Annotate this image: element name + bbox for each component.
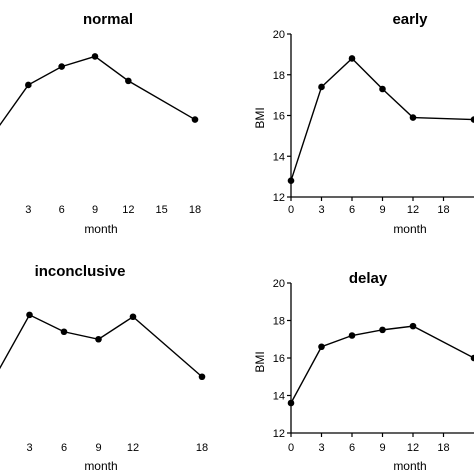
data-point (470, 116, 474, 123)
x-tick-label: 12 (122, 204, 134, 216)
y-tick-label: 14 (273, 391, 285, 403)
x-axis-label: month (84, 459, 117, 473)
x-tick-label: 12 (407, 442, 419, 454)
data-point (91, 53, 99, 60)
y-tick-label: 16 (273, 111, 285, 123)
y-axis-label: BMI (253, 351, 267, 372)
data-point (470, 354, 474, 362)
y-tick-label: 14 (273, 151, 285, 163)
x-tick-label: 3 (25, 204, 31, 216)
x-tick-label: 18 (437, 442, 449, 454)
x-tick-label: 9 (92, 204, 98, 216)
x-tick-label: 12 (407, 204, 419, 216)
x-tick-label: 0 (288, 204, 294, 216)
x-tick-label: 6 (349, 204, 355, 216)
data-point (125, 77, 132, 85)
x-tick-label: 12 (127, 442, 139, 454)
x-tick-label: 18 (437, 204, 449, 216)
data-point (60, 328, 68, 336)
x-tick-label: 3 (318, 442, 324, 454)
x-tick-label: 18 (196, 442, 208, 454)
data-point (348, 55, 356, 62)
x-tick-label: 6 (61, 442, 67, 454)
data-point (129, 313, 137, 321)
data-point (379, 85, 386, 93)
data-point (191, 116, 199, 123)
data-point (318, 343, 325, 351)
chart-panel-normal: normal month 3 6 9 12 15 18 (0, 11, 201, 236)
y-tick-label: 16 (273, 353, 285, 365)
series-line (0, 313, 203, 378)
x-tick-label: 9 (379, 442, 385, 454)
data-point (348, 332, 356, 339)
y-tick-label: 20 (273, 29, 285, 41)
x-tick-label: 15 (156, 204, 168, 216)
chart-panel-early: early month BMI 0 3 6 9 12 18 12 14 16 18 20 (253, 11, 474, 236)
x-tick-label: 6 (349, 442, 355, 454)
x-axis-label: month (393, 459, 426, 473)
y-axis-label: BMI (253, 107, 267, 128)
data-point (25, 81, 32, 89)
data-point (287, 399, 295, 407)
y-tick-label: 12 (273, 192, 285, 204)
data-point (287, 177, 295, 184)
data-point (26, 311, 33, 319)
y-tick-label: 18 (273, 70, 285, 82)
data-point (318, 83, 325, 91)
data-point (409, 114, 417, 121)
chart-title: inconclusive (35, 263, 126, 280)
chart-panel-inconclusive: inconclusive month 3 6 9 12 18 (0, 263, 208, 473)
x-tick-label: 9 (95, 442, 101, 454)
data-point (58, 63, 65, 70)
y-tick-label: 12 (273, 428, 285, 440)
x-tick-label: 3 (26, 442, 32, 454)
series-line (290, 325, 474, 404)
x-tick-label: 9 (379, 204, 385, 216)
series-line (290, 57, 474, 181)
chart-title: early (392, 11, 428, 28)
x-tick-label: 0 (288, 442, 294, 454)
chart-panel-delay: delay month BMI 0 3 6 9 12 18 12 14 16 18 20 (253, 270, 474, 473)
chart-title: normal (83, 11, 133, 28)
x-tick-label: 3 (318, 204, 324, 216)
data-point (95, 335, 102, 343)
series-line (0, 55, 196, 126)
chart-title: delay (349, 270, 388, 287)
y-tick-label: 20 (273, 278, 285, 290)
data-point (379, 326, 386, 334)
data-point (198, 373, 206, 381)
x-tick-label: 6 (59, 204, 65, 216)
y-tick-label: 18 (273, 316, 285, 328)
x-tick-label: 18 (189, 204, 201, 216)
data-point (409, 322, 417, 330)
x-axis-label: month (393, 222, 426, 236)
x-axis-label: month (84, 222, 117, 236)
